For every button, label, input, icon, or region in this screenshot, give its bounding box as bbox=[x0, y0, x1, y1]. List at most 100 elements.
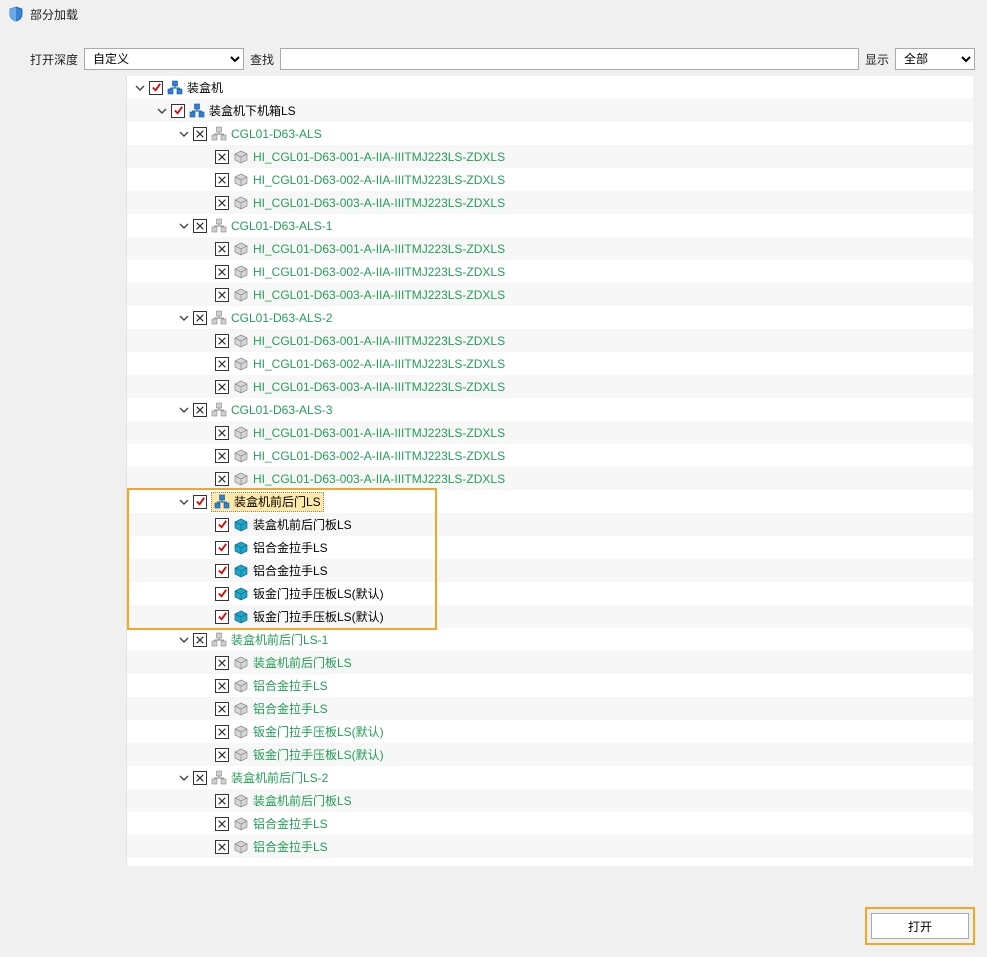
tree-row[interactable]: 装盒机前后门板LS bbox=[127, 789, 973, 812]
tree-row[interactable]: 装盒机前后门板LS bbox=[127, 651, 973, 674]
tree-node-label-wrap[interactable]: HI_CGL01-D63-003-A-IIA-IIITMJ223LS-ZDXLS bbox=[233, 193, 505, 213]
tree-node-label-wrap[interactable]: 装盒机下机箱LS bbox=[189, 101, 296, 121]
tree-row[interactable]: 铝合金拉手LS bbox=[127, 536, 973, 559]
tree-checkbox[interactable] bbox=[215, 541, 229, 555]
tree-row[interactable]: HI_CGL01-D63-001-A-IIA-IIITMJ223LS-ZDXLS bbox=[127, 421, 973, 444]
tree-checkbox[interactable] bbox=[171, 104, 185, 118]
tree-node-label-wrap[interactable]: 装盒机 bbox=[167, 78, 223, 98]
tree-checkbox[interactable] bbox=[215, 702, 229, 716]
tree-node-label-wrap[interactable]: HI_CGL01-D63-002-A-IIA-IIITMJ223LS-ZDXLS bbox=[233, 354, 505, 374]
expander-toggle[interactable] bbox=[177, 403, 191, 417]
tree-checkbox[interactable] bbox=[193, 771, 207, 785]
tree-row[interactable]: 钣金门拉手压板LS(默认) bbox=[127, 720, 973, 743]
tree-node-label-wrap[interactable]: 钣金门拉手压板LS(默认) bbox=[233, 722, 384, 742]
tree-checkbox[interactable] bbox=[215, 679, 229, 693]
tree-row[interactable]: HI_CGL01-D63-002-A-IIA-IIITMJ223LS-ZDXLS bbox=[127, 352, 973, 375]
tree-node-label-wrap[interactable]: 装盒机前后门LS bbox=[211, 492, 324, 512]
tree-node-label-wrap[interactable]: HI_CGL01-D63-003-A-IIA-IIITMJ223LS-ZDXLS bbox=[233, 377, 505, 397]
depth-select[interactable]: 自定义 bbox=[84, 48, 244, 70]
tree-node-label-wrap[interactable]: HI_CGL01-D63-002-A-IIA-IIITMJ223LS-ZDXLS bbox=[233, 446, 505, 466]
tree-node-label-wrap[interactable]: HI_CGL01-D63-001-A-IIA-IIITMJ223LS-ZDXLS bbox=[233, 147, 505, 167]
tree-node-label-wrap[interactable]: HI_CGL01-D63-002-A-IIA-IIITMJ223LS-ZDXLS bbox=[233, 170, 505, 190]
tree-row[interactable]: 装盒机前后门板LS bbox=[127, 513, 973, 536]
tree-checkbox[interactable] bbox=[215, 242, 229, 256]
tree-checkbox[interactable] bbox=[215, 150, 229, 164]
tree-row[interactable]: HI_CGL01-D63-003-A-IIA-IIITMJ223LS-ZDXLS bbox=[127, 375, 973, 398]
expander-toggle[interactable] bbox=[177, 219, 191, 233]
tree-node-label-wrap[interactable]: 装盒机前后门板LS bbox=[233, 515, 352, 535]
tree-row[interactable]: HI_CGL01-D63-001-A-IIA-IIITMJ223LS-ZDXLS bbox=[127, 237, 973, 260]
tree-row[interactable]: 铝合金拉手LS bbox=[127, 812, 973, 835]
tree-checkbox[interactable] bbox=[215, 334, 229, 348]
tree-node-label-wrap[interactable]: 铝合金拉手LS bbox=[233, 561, 328, 581]
tree-checkbox[interactable] bbox=[193, 311, 207, 325]
tree-row[interactable]: CGL01-D63-ALS-1 bbox=[127, 214, 973, 237]
tree-checkbox[interactable] bbox=[215, 472, 229, 486]
tree-node-label-wrap[interactable]: HI_CGL01-D63-003-A-IIA-IIITMJ223LS-ZDXLS bbox=[233, 285, 505, 305]
tree-checkbox[interactable] bbox=[193, 495, 207, 509]
tree-node-label-wrap[interactable]: CGL01-D63-ALS-2 bbox=[211, 308, 332, 328]
tree-checkbox[interactable] bbox=[215, 449, 229, 463]
tree-node-label-wrap[interactable]: CGL01-D63-ALS bbox=[211, 124, 322, 144]
display-select[interactable]: 全部 bbox=[895, 48, 975, 70]
tree-row[interactable]: 装盒机前后门LS bbox=[127, 490, 973, 513]
tree-row[interactable]: 钣金门拉手压板LS(默认) bbox=[127, 605, 973, 628]
tree-node-label-wrap[interactable]: 装盒机前后门板LS bbox=[233, 653, 352, 673]
tree-checkbox[interactable] bbox=[215, 794, 229, 808]
tree-node-label-wrap[interactable]: HI_CGL01-D63-002-A-IIA-IIITMJ223LS-ZDXLS bbox=[233, 262, 505, 282]
tree-row[interactable]: 装盒机下机箱LS bbox=[127, 99, 973, 122]
tree-checkbox[interactable] bbox=[215, 610, 229, 624]
tree-row[interactable]: HI_CGL01-D63-002-A-IIA-IIITMJ223LS-ZDXLS bbox=[127, 168, 973, 191]
tree-row[interactable]: HI_CGL01-D63-002-A-IIA-IIITMJ223LS-ZDXLS bbox=[127, 260, 973, 283]
tree-node-label-wrap[interactable]: 装盒机前后门板LS bbox=[233, 791, 352, 811]
tree-checkbox[interactable] bbox=[215, 518, 229, 532]
tree-node-label-wrap[interactable]: 铝合金拉手LS bbox=[233, 699, 328, 719]
tree-node-label-wrap[interactable]: 钣金门拉手压板LS(默认) bbox=[233, 584, 384, 604]
tree-checkbox[interactable] bbox=[215, 288, 229, 302]
tree-row[interactable]: HI_CGL01-D63-003-A-IIA-IIITMJ223LS-ZDXLS bbox=[127, 191, 973, 214]
tree-checkbox[interactable] bbox=[215, 357, 229, 371]
expander-toggle[interactable] bbox=[133, 81, 147, 95]
expander-toggle[interactable] bbox=[177, 771, 191, 785]
tree-checkbox[interactable] bbox=[193, 219, 207, 233]
tree-node-label-wrap[interactable]: HI_CGL01-D63-003-A-IIA-IIITMJ223LS-ZDXLS bbox=[233, 469, 505, 489]
tree-row[interactable]: HI_CGL01-D63-003-A-IIA-IIITMJ223LS-ZDXLS bbox=[127, 467, 973, 490]
tree-node-label-wrap[interactable]: 装盒机前后门LS-2 bbox=[211, 768, 328, 788]
tree-row[interactable]: CGL01-D63-ALS bbox=[127, 122, 973, 145]
tree-checkbox[interactable] bbox=[215, 656, 229, 670]
expander-toggle[interactable] bbox=[177, 495, 191, 509]
tree-checkbox[interactable] bbox=[215, 725, 229, 739]
tree-checkbox[interactable] bbox=[215, 840, 229, 854]
tree-checkbox[interactable] bbox=[215, 380, 229, 394]
tree-checkbox[interactable] bbox=[149, 81, 163, 95]
tree-row[interactable]: 钣金门拉手压板LS(默认) bbox=[127, 743, 973, 766]
expander-toggle[interactable] bbox=[155, 104, 169, 118]
tree-row[interactable]: CGL01-D63-ALS-2 bbox=[127, 306, 973, 329]
open-button[interactable]: 打开 bbox=[871, 913, 969, 939]
tree-row[interactable]: HI_CGL01-D63-003-A-IIA-IIITMJ223LS-ZDXLS bbox=[127, 283, 973, 306]
tree-checkbox[interactable] bbox=[215, 587, 229, 601]
tree-row[interactable]: HI_CGL01-D63-001-A-IIA-IIITMJ223LS-ZDXLS bbox=[127, 145, 973, 168]
tree-row[interactable]: 铝合金拉手LS bbox=[127, 835, 973, 858]
search-input[interactable] bbox=[280, 48, 859, 70]
tree-node-label-wrap[interactable]: HI_CGL01-D63-001-A-IIA-IIITMJ223LS-ZDXLS bbox=[233, 239, 505, 259]
tree-node-label-wrap[interactable]: 装盒机前后门LS-1 bbox=[211, 630, 328, 650]
tree-checkbox[interactable] bbox=[215, 196, 229, 210]
tree-node-label-wrap[interactable]: 铝合金拉手LS bbox=[233, 676, 328, 696]
tree-node-label-wrap[interactable]: CGL01-D63-ALS-1 bbox=[211, 216, 332, 236]
tree-node-label-wrap[interactable]: 铝合金拉手LS bbox=[233, 837, 328, 857]
tree-checkbox[interactable] bbox=[215, 265, 229, 279]
tree-row[interactable]: 铝合金拉手LS bbox=[127, 674, 973, 697]
tree-node-label-wrap[interactable]: HI_CGL01-D63-001-A-IIA-IIITMJ223LS-ZDXLS bbox=[233, 331, 505, 351]
expander-toggle[interactable] bbox=[177, 633, 191, 647]
tree-row[interactable]: HI_CGL01-D63-002-A-IIA-IIITMJ223LS-ZDXLS bbox=[127, 444, 973, 467]
tree-checkbox[interactable] bbox=[193, 633, 207, 647]
tree-checkbox[interactable] bbox=[215, 748, 229, 762]
tree-checkbox[interactable] bbox=[215, 173, 229, 187]
tree-row[interactable]: CGL01-D63-ALS-3 bbox=[127, 398, 973, 421]
tree-row[interactable]: HI_CGL01-D63-001-A-IIA-IIITMJ223LS-ZDXLS bbox=[127, 329, 973, 352]
expander-toggle[interactable] bbox=[177, 127, 191, 141]
tree-checkbox[interactable] bbox=[215, 817, 229, 831]
tree-node-label-wrap[interactable]: 钣金门拉手压板LS(默认) bbox=[233, 607, 384, 627]
tree-node-label-wrap[interactable]: 铝合金拉手LS bbox=[233, 814, 328, 834]
